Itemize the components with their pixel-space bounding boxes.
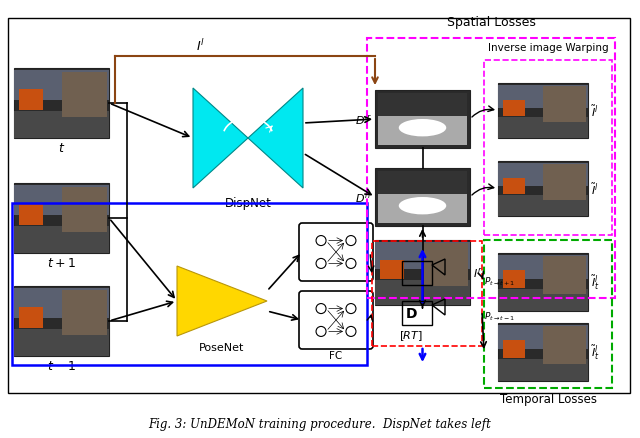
Text: Spatial Losses: Spatial Losses bbox=[447, 16, 536, 29]
Bar bbox=[14, 112, 109, 139]
FancyBboxPatch shape bbox=[299, 291, 373, 349]
Bar bbox=[61, 187, 107, 233]
Text: $\tilde{I}^l$: $\tilde{I}^l$ bbox=[591, 181, 598, 197]
Bar bbox=[543, 164, 586, 200]
Bar bbox=[61, 72, 107, 118]
Bar bbox=[543, 256, 586, 294]
Text: $D^{rl}$: $D^{rl}$ bbox=[355, 189, 372, 206]
Bar bbox=[375, 281, 470, 305]
Bar bbox=[14, 69, 109, 139]
Text: $\tilde{I}^l$: $\tilde{I}^l$ bbox=[591, 104, 598, 119]
Bar bbox=[375, 242, 470, 270]
Bar bbox=[498, 84, 588, 139]
Polygon shape bbox=[193, 89, 248, 189]
Bar bbox=[484, 61, 612, 236]
Bar bbox=[378, 192, 467, 223]
Bar bbox=[484, 240, 612, 388]
Bar bbox=[367, 39, 615, 298]
Text: $I^l$: $I^l$ bbox=[196, 38, 204, 54]
Text: PoseNet: PoseNet bbox=[199, 342, 244, 352]
Bar bbox=[14, 289, 109, 318]
Text: $P_{t\to t+1}$: $P_{t\to t+1}$ bbox=[484, 275, 515, 288]
Bar bbox=[372, 241, 482, 346]
Bar bbox=[498, 118, 588, 139]
Bar bbox=[14, 330, 109, 356]
Bar bbox=[19, 90, 42, 111]
Bar bbox=[543, 326, 586, 364]
Bar bbox=[378, 114, 467, 146]
Text: SC: SC bbox=[240, 111, 256, 121]
Bar bbox=[380, 260, 403, 279]
Bar bbox=[502, 178, 525, 194]
Text: Temporal Losses: Temporal Losses bbox=[499, 392, 596, 405]
Bar bbox=[375, 169, 470, 226]
Bar bbox=[502, 341, 525, 358]
Bar bbox=[543, 87, 586, 122]
Text: $\mathbf{D}$: $\mathbf{D}$ bbox=[404, 306, 417, 320]
Text: $t+1$: $t+1$ bbox=[47, 256, 76, 269]
Bar bbox=[61, 290, 107, 335]
Bar bbox=[378, 172, 467, 194]
Bar bbox=[498, 85, 588, 109]
Text: $[RT]$: $[RT]$ bbox=[399, 328, 422, 342]
Bar bbox=[378, 94, 467, 117]
Text: $I^r$: $I^r$ bbox=[473, 266, 483, 279]
Text: $P_{t\to t-1}$: $P_{t\to t-1}$ bbox=[484, 310, 515, 322]
Bar bbox=[498, 325, 588, 349]
Bar bbox=[14, 186, 109, 215]
Bar bbox=[12, 204, 367, 365]
Ellipse shape bbox=[399, 120, 446, 137]
Text: FC: FC bbox=[330, 350, 342, 360]
Bar bbox=[14, 71, 109, 100]
Bar bbox=[375, 240, 470, 305]
Bar bbox=[498, 162, 588, 216]
Text: DispNet: DispNet bbox=[225, 197, 271, 209]
Text: Inverse image Warping: Inverse image Warping bbox=[488, 43, 608, 53]
Polygon shape bbox=[177, 266, 267, 336]
Bar bbox=[14, 184, 109, 254]
Polygon shape bbox=[248, 89, 303, 189]
Bar bbox=[502, 271, 525, 288]
Bar bbox=[8, 19, 630, 393]
Ellipse shape bbox=[399, 198, 446, 215]
Bar bbox=[375, 91, 470, 148]
Text: $D^{lr}$: $D^{lr}$ bbox=[355, 111, 372, 128]
Text: $\tilde{I}^l_t$: $\tilde{I}^l_t$ bbox=[591, 343, 600, 361]
Bar bbox=[19, 307, 42, 328]
Text: $t$: $t$ bbox=[58, 141, 65, 155]
Bar bbox=[422, 244, 468, 286]
Bar bbox=[14, 286, 109, 356]
Bar bbox=[14, 227, 109, 254]
Bar bbox=[498, 255, 588, 279]
Bar bbox=[502, 100, 525, 117]
Text: $\tilde{I}^l_t$: $\tilde{I}^l_t$ bbox=[591, 273, 600, 291]
Bar bbox=[498, 254, 588, 311]
Bar bbox=[498, 163, 588, 186]
Bar bbox=[19, 205, 42, 226]
Bar bbox=[498, 359, 588, 381]
Bar bbox=[498, 196, 588, 216]
Bar bbox=[498, 323, 588, 381]
Text: Fig. 3: UnDEMoN training procedure.  DispNet takes left: Fig. 3: UnDEMoN training procedure. Disp… bbox=[148, 417, 492, 430]
Bar bbox=[498, 290, 588, 311]
Text: $t-1$: $t-1$ bbox=[47, 359, 76, 372]
FancyBboxPatch shape bbox=[299, 223, 373, 281]
